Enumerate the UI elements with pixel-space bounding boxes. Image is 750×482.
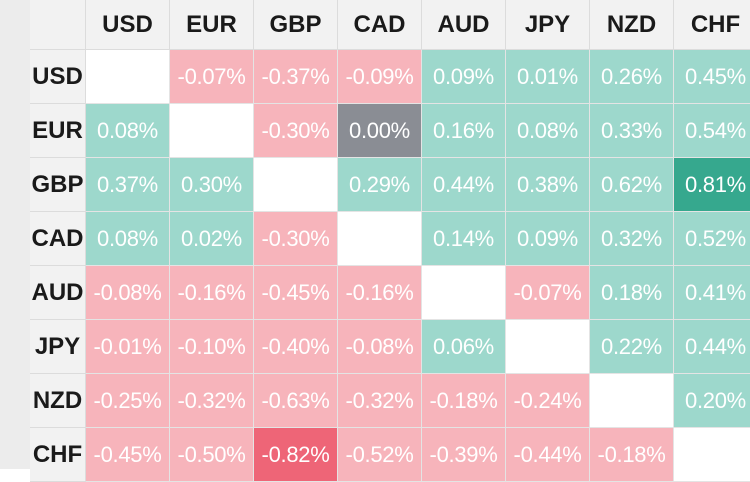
heatmap-cell-aud-cad: -0.16% (338, 266, 422, 320)
row-header-cad: CAD (30, 212, 86, 266)
heatmap-cell-jpy-chf: 0.44% (674, 320, 750, 374)
heatmap-cell-nzd-eur: -0.32% (170, 374, 254, 428)
heatmap-cell-chf-eur: -0.50% (170, 428, 254, 482)
heatmap-cell-eur-eur (170, 104, 254, 158)
heatmap-cell-chf-gbp: -0.82% (254, 428, 338, 482)
column-header-jpy: JPY (506, 0, 590, 50)
row-header-nzd: NZD (30, 374, 86, 428)
row-header-gbp: GBP (30, 158, 86, 212)
heatmap-cell-aud-usd: -0.08% (86, 266, 170, 320)
heatmap-cell-usd-jpy: 0.01% (506, 50, 590, 104)
heatmap-cell-eur-gbp: -0.30% (254, 104, 338, 158)
row-header-chf: CHF (30, 428, 86, 482)
heatmap-cell-cad-gbp: -0.30% (254, 212, 338, 266)
heatmap-cell-aud-eur: -0.16% (170, 266, 254, 320)
heatmap-cell-aud-gbp: -0.45% (254, 266, 338, 320)
column-header-chf: CHF (674, 0, 750, 50)
heatmap-cell-nzd-gbp: -0.63% (254, 374, 338, 428)
row-header-eur: EUR (30, 104, 86, 158)
heatmap-cell-eur-jpy: 0.08% (506, 104, 590, 158)
row-header-aud: AUD (30, 266, 86, 320)
heatmap-cell-jpy-eur: -0.10% (170, 320, 254, 374)
heatmap-cell-usd-chf: 0.45% (674, 50, 750, 104)
heatmap-cell-cad-chf: 0.52% (674, 212, 750, 266)
heatmap-cell-cad-usd: 0.08% (86, 212, 170, 266)
heatmap-cell-cad-nzd: 0.32% (590, 212, 674, 266)
heatmap-cell-cad-eur: 0.02% (170, 212, 254, 266)
heatmap-cell-gbp-aud: 0.44% (422, 158, 506, 212)
column-header-nzd: NZD (590, 0, 674, 50)
heatmap-cell-eur-usd: 0.08% (86, 104, 170, 158)
heatmap-cell-gbp-usd: 0.37% (86, 158, 170, 212)
heatmap-cell-gbp-eur: 0.30% (170, 158, 254, 212)
heatmap-cell-cad-cad (338, 212, 422, 266)
heatmap-cell-chf-nzd: -0.18% (590, 428, 674, 482)
heatmap-cell-jpy-nzd: 0.22% (590, 320, 674, 374)
column-header-usd: USD (86, 0, 170, 50)
heatmap-cell-usd-eur: -0.07% (170, 50, 254, 104)
heatmap-cell-jpy-gbp: -0.40% (254, 320, 338, 374)
column-header-cad: CAD (338, 0, 422, 50)
heatmap-cell-aud-nzd: 0.18% (590, 266, 674, 320)
row-header-jpy: JPY (30, 320, 86, 374)
heatmap-cell-gbp-chf: 0.81% (674, 158, 750, 212)
heatmap-cell-usd-usd (86, 50, 170, 104)
heatmap-cell-eur-cad: 0.00% (338, 104, 422, 158)
heatmap-cell-gbp-jpy: 0.38% (506, 158, 590, 212)
heatmap-cell-gbp-cad: 0.29% (338, 158, 422, 212)
heatmap-cell-eur-chf: 0.54% (674, 104, 750, 158)
heatmap-cell-nzd-chf: 0.20% (674, 374, 750, 428)
heatmap-cell-chf-usd: -0.45% (86, 428, 170, 482)
heatmap-cell-chf-aud: -0.39% (422, 428, 506, 482)
heatmap-cell-nzd-jpy: -0.24% (506, 374, 590, 428)
heatmap-cell-eur-nzd: 0.33% (590, 104, 674, 158)
column-header-eur: EUR (170, 0, 254, 50)
heatmap-cell-usd-cad: -0.09% (338, 50, 422, 104)
heatmap-cell-jpy-jpy (506, 320, 590, 374)
heatmap-cell-chf-chf (674, 428, 750, 482)
heatmap-cell-cad-jpy: 0.09% (506, 212, 590, 266)
column-header-aud: AUD (422, 0, 506, 50)
heatmap-cell-usd-gbp: -0.37% (254, 50, 338, 104)
heatmap-cell-nzd-usd: -0.25% (86, 374, 170, 428)
heatmap-cell-nzd-cad: -0.32% (338, 374, 422, 428)
heatmap-cell-jpy-aud: 0.06% (422, 320, 506, 374)
column-header-gbp: GBP (254, 0, 338, 50)
heatmap-cell-chf-jpy: -0.44% (506, 428, 590, 482)
heatmap-cell-gbp-nzd: 0.62% (590, 158, 674, 212)
heatmap-cell-nzd-aud: -0.18% (422, 374, 506, 428)
heatmap-cell-gbp-gbp (254, 158, 338, 212)
heatmap-cell-chf-cad: -0.52% (338, 428, 422, 482)
heatmap-cell-aud-aud (422, 266, 506, 320)
heatmap-cell-jpy-usd: -0.01% (86, 320, 170, 374)
heatmap-cell-usd-aud: 0.09% (422, 50, 506, 104)
heatmap-cell-eur-aud: 0.16% (422, 104, 506, 158)
heatmap-cell-usd-nzd: 0.26% (590, 50, 674, 104)
corner-cell (30, 0, 86, 50)
row-header-usd: USD (30, 50, 86, 104)
heatmap-cell-cad-aud: 0.14% (422, 212, 506, 266)
heatmap-cell-aud-chf: 0.41% (674, 266, 750, 320)
heatmap-cell-aud-jpy: -0.07% (506, 266, 590, 320)
heatmap-cell-nzd-nzd (590, 374, 674, 428)
heatmap-cell-jpy-cad: -0.08% (338, 320, 422, 374)
